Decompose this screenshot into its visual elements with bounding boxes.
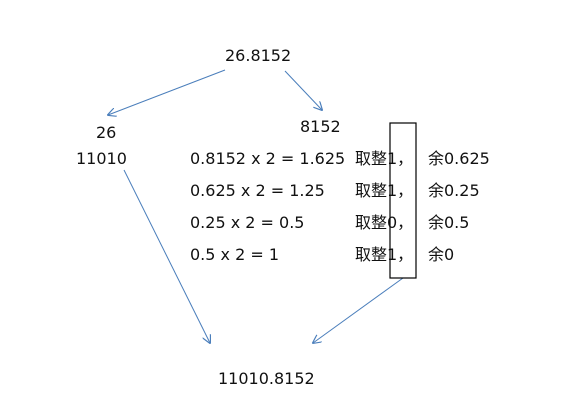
arrow-integer-to-result [123,169,210,343]
step-take: 取整1， [355,149,414,168]
arrow-to-integer [108,69,226,115]
original-number: 26.8152 [225,46,292,65]
arrow-digits-to-result [313,277,404,343]
step-take: 取整0， [355,213,414,232]
arrow-to-fraction [284,70,322,110]
step-calc: 0.8152 x 2 = 1.625 [190,149,346,168]
integer-part: 26 [96,123,117,142]
step-calc: 0.625 x 2 = 1.25 [190,181,325,200]
step-remainder: 余0.625 [428,149,490,168]
step-remainder: 余0.5 [428,213,470,232]
step-calc: 0.25 x 2 = 0.5 [190,213,305,232]
step-calc: 0.5 x 2 = 1 [190,245,280,264]
step-take: 取整1， [355,245,414,264]
step-remainder: 余0.25 [428,181,480,200]
integer-binary: 11010 [76,149,127,168]
step-remainder: 余0 [428,245,455,264]
digit-highlight-box [389,122,417,279]
step-take: 取整1， [355,181,414,200]
fraction-part: 8152 [300,117,341,136]
binary-result: 11010.8152 [218,369,315,388]
